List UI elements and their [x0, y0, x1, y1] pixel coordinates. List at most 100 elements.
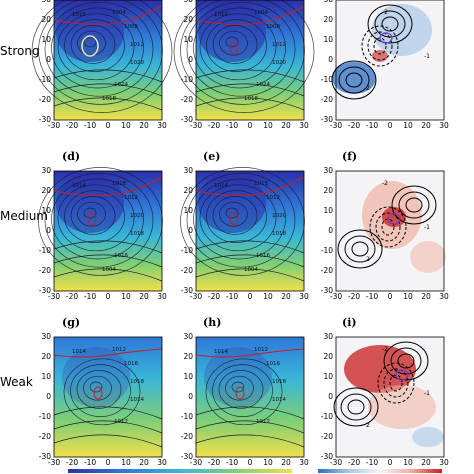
contour-label: 1004	[254, 10, 268, 16]
y-tick-label: -20	[180, 266, 193, 275]
x-tick-label: -10	[365, 458, 379, 467]
x-tick-label: 30	[439, 121, 449, 130]
difference-contour	[390, 347, 422, 375]
y-tick-label: 30	[318, 0, 333, 4]
contour-label: 1018	[130, 379, 144, 385]
x-tick-label: -10	[225, 458, 239, 467]
pressure-contour	[186, 172, 296, 268]
difference-contour	[331, 60, 377, 100]
contour-label: 1018	[102, 96, 116, 102]
contour-label: 1004	[102, 267, 116, 273]
contour-label: 1024	[114, 82, 128, 88]
row-label-weak: Weak	[0, 375, 33, 389]
pressure-contour	[57, 184, 135, 252]
difference-contour	[338, 66, 370, 94]
pressure-contour	[31, 0, 173, 113]
pressure-contour	[225, 36, 239, 48]
x-tick-label: 20	[281, 458, 291, 467]
x-tick-label: 20	[139, 458, 149, 467]
contour-label: 1018	[130, 231, 144, 237]
y-tick-label: 20	[183, 15, 193, 24]
x-tick-label: -30	[189, 292, 203, 301]
x-tick-label: -20	[207, 121, 221, 130]
x-tick-label: 10	[121, 121, 131, 130]
contour-label: 1012	[112, 347, 126, 353]
y-tick-label: -20	[320, 95, 333, 104]
x-tick-label: -20	[65, 121, 79, 130]
x-tick-label: -10	[83, 121, 97, 130]
y-tick-label: -10	[320, 75, 333, 84]
y-tick-label: 30	[36, 0, 51, 4]
y-tick-label: -30	[38, 452, 51, 461]
contour-label: 1012	[124, 195, 138, 201]
y-tick-label: 0	[188, 55, 193, 64]
y-tick-label: -10	[180, 412, 193, 421]
pressure-contour	[38, 0, 163, 105]
contour-label: 1014	[214, 183, 228, 189]
row-label-strong: Strong	[0, 44, 40, 58]
y-tick-label: -20	[320, 266, 333, 275]
y-tick-label: -10	[180, 75, 193, 84]
y-tick-label: -30	[180, 452, 193, 461]
x-tick-label: 0	[387, 121, 393, 130]
y-tick-label: -20	[320, 432, 333, 441]
y-tick-label: -30	[180, 115, 193, 124]
contour-label: 1018	[244, 96, 258, 102]
x-tick-label: 0	[247, 292, 253, 301]
x-tick-label: -20	[347, 292, 361, 301]
x-tick-label: 30	[439, 458, 449, 467]
y-tick-label: 10	[41, 206, 51, 215]
y-tick-label: -30	[38, 286, 51, 295]
y-tick-label: 10	[323, 206, 333, 215]
panel-letter-g: (g)	[62, 316, 81, 329]
pressure-contour	[231, 381, 245, 393]
contour-label: 2	[366, 85, 370, 92]
pressure-contour	[83, 375, 112, 401]
x-tick-label: 0	[387, 292, 393, 301]
contour-label: 1016	[124, 361, 138, 367]
contour-label: -2	[382, 9, 388, 16]
y-tick-label: 20	[41, 186, 51, 195]
x-tick-label: -20	[207, 458, 221, 467]
contour-label: 1016	[214, 12, 228, 18]
x-tick-label: 20	[281, 292, 291, 301]
y-tick-label: -30	[320, 115, 333, 124]
y-tick-label: 20	[41, 352, 51, 361]
difference-contour	[398, 191, 430, 219]
panel-letter-d: (d)	[62, 150, 81, 163]
panel-frame	[53, 336, 163, 458]
x-tick-label: -30	[189, 458, 203, 467]
panel-frame	[53, 170, 163, 292]
contour-label: 1016	[266, 361, 280, 367]
y-tick-label: 20	[323, 186, 333, 195]
x-tick-label: -30	[329, 121, 343, 130]
y-tick-label: 30	[323, 332, 333, 341]
y-tick-label: 0	[188, 392, 193, 401]
contour-label: 1012	[254, 347, 268, 353]
colorbar-pressure	[68, 469, 292, 473]
pressure-contour	[199, 184, 277, 252]
pressure-contour	[219, 30, 248, 56]
pressure-contour	[180, 0, 305, 105]
x-tick-label: 10	[263, 458, 273, 467]
y-tick-label: 20	[323, 15, 333, 24]
difference-contour	[383, 341, 429, 381]
difference-contour	[367, 4, 413, 44]
x-tick-label: 10	[121, 292, 131, 301]
pressure-contour	[219, 201, 248, 227]
y-tick-label: -10	[38, 75, 51, 84]
pressure-contour	[77, 201, 106, 227]
contour-label: 1016	[256, 253, 270, 259]
x-tick-label: -30	[329, 458, 343, 467]
difference-contour	[405, 197, 423, 213]
pressure-contour	[63, 358, 141, 426]
difference-contour	[345, 72, 363, 88]
contour-label: 1016	[72, 12, 86, 18]
x-tick-label: -10	[365, 292, 379, 301]
x-tick-label: 20	[139, 292, 149, 301]
pressure-contour	[51, 178, 144, 260]
contour-label: 1012	[266, 195, 280, 201]
x-tick-label: -30	[47, 121, 61, 130]
panel-letter-f: (f)	[342, 150, 358, 163]
